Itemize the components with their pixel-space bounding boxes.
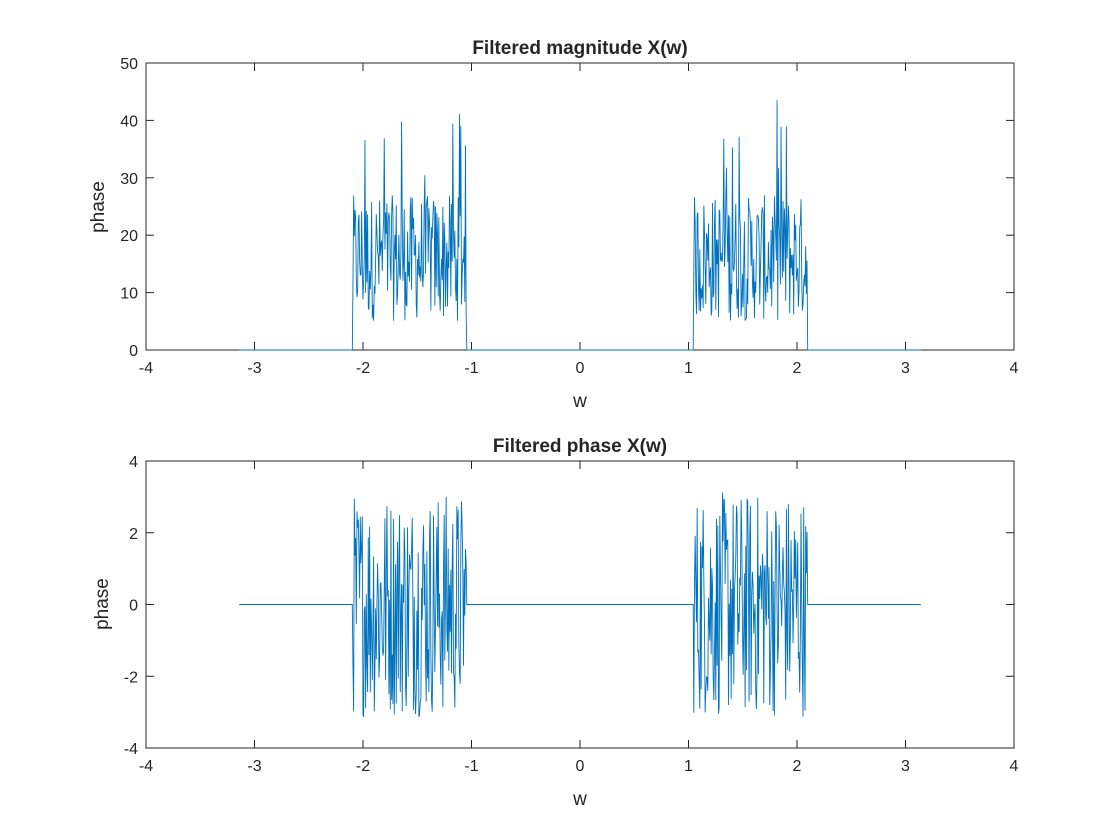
- phase-xtick-label: 3: [901, 758, 910, 775]
- phase-xtick-label: -4: [139, 758, 153, 775]
- phase-xtick-label: -3: [247, 758, 261, 775]
- phase-title: Filtered phase X(w): [493, 436, 667, 457]
- magnitude-xtick-label: 2: [793, 360, 802, 377]
- magnitude-ytick-label: 50: [120, 56, 138, 73]
- magnitude-ytick-label: 40: [120, 113, 138, 130]
- phase-plot-area: -4 -3 -2 -1 0 1 2 3 4 -4 -2 0 2 4: [124, 454, 1019, 775]
- magnitude-xtick-label: -4: [139, 360, 153, 377]
- phase-ylabel: phase: [92, 578, 113, 630]
- magnitude-ytick-label: 10: [120, 286, 138, 303]
- phase-series-line: [239, 492, 921, 718]
- magnitude-xtick-label: -1: [464, 360, 478, 377]
- phase-xtick-label: -1: [464, 758, 478, 775]
- phase-xtick-label: 4: [1010, 758, 1019, 775]
- magnitude-axes-box: [145, 62, 1015, 351]
- phase-axes: Filtered phase X(w) -4 -3 -2 -1 0 1 2 3 4 -4 -2 0 2 4…: [92, 436, 1019, 810]
- phase-xtick-label: -2: [356, 758, 370, 775]
- phase-ytick-label: 0: [129, 598, 138, 615]
- magnitude-ylabel: phase: [88, 181, 109, 233]
- phase-ytick-label: 4: [129, 454, 138, 471]
- magnitude-ytick-label: 20: [120, 228, 138, 245]
- magnitude-title: Filtered magnitude X(w): [472, 38, 687, 59]
- phase-xtick-label: 1: [684, 758, 693, 775]
- magnitude-xtick-label: 1: [684, 360, 693, 377]
- magnitude-ytick-label: 0: [129, 343, 138, 360]
- magnitude-series-line: [239, 100, 921, 351]
- phase-xtick-label: 2: [793, 758, 802, 775]
- phase-ytick-label: -4: [124, 741, 138, 758]
- magnitude-xtick-label: -3: [247, 360, 261, 377]
- phase-xlabel: w: [572, 789, 587, 810]
- phase-ytick-label: -2: [124, 669, 138, 686]
- magnitude-xtick-label: -2: [356, 360, 370, 377]
- magnitude-xtick-label: 4: [1010, 360, 1019, 377]
- phase-xtick-label: 0: [576, 758, 585, 775]
- magnitude-xtick-label: 3: [901, 360, 910, 377]
- magnitude-xtick-label: 0: [576, 360, 585, 377]
- magnitude-ytick-label: 30: [120, 171, 138, 188]
- magnitude-axes: Filtered magnitude X(w) -4 -3 -2 -1 0 1 2 3 4010…: [88, 38, 1019, 412]
- phase-ytick-label: 2: [129, 526, 138, 543]
- magnitude-xlabel: w: [572, 391, 587, 412]
